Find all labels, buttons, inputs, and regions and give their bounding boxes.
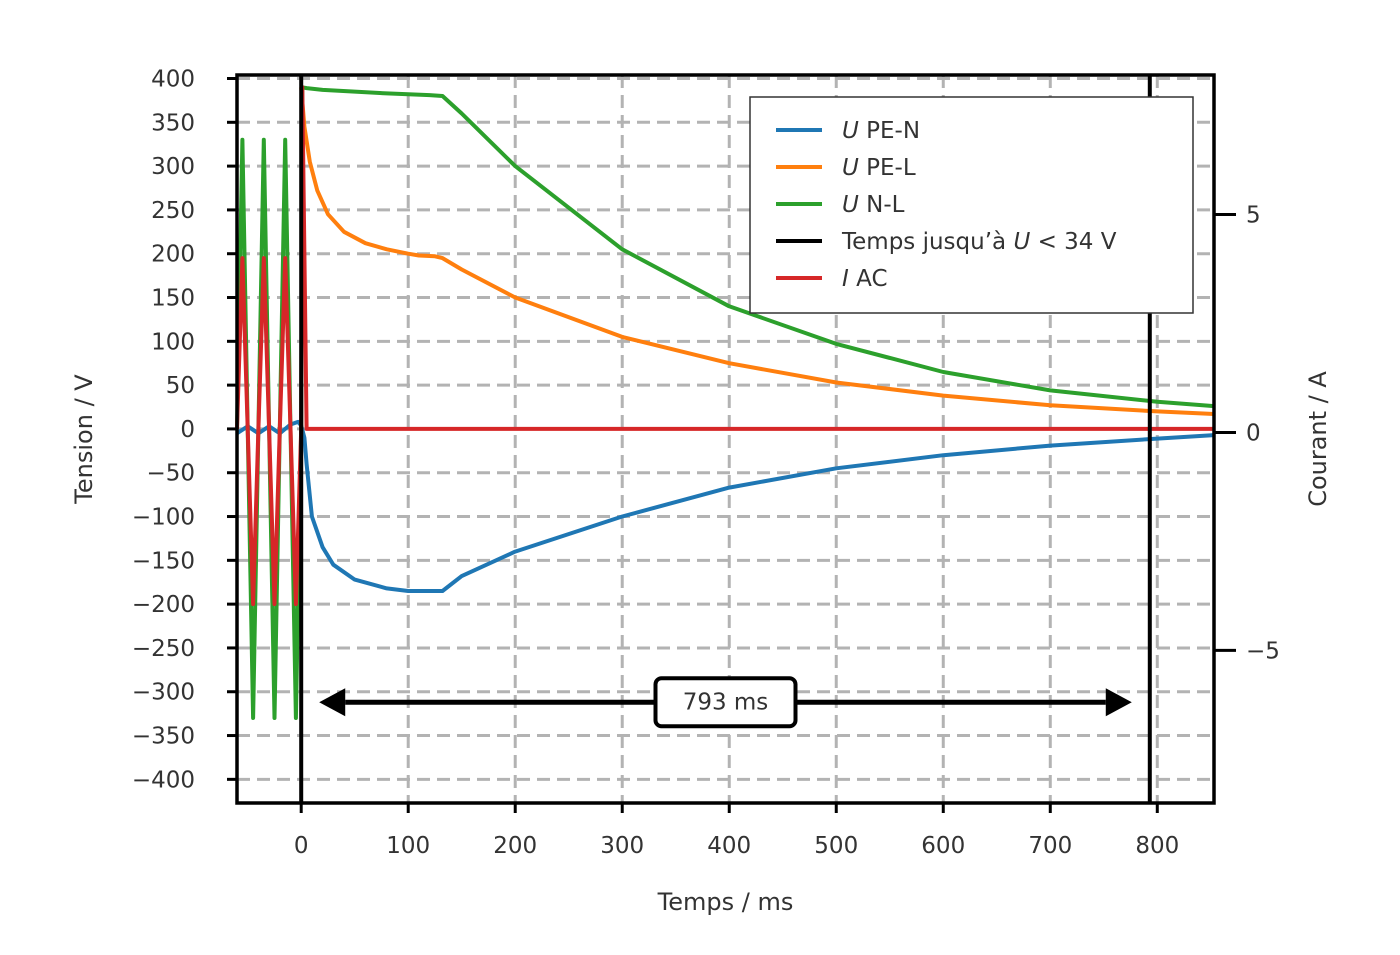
axes: 0 100 200 300 400 500 600 700 800400350300250200… <box>132 67 1280 859</box>
y-tick-label: −350 <box>132 724 195 750</box>
y-tick-label: 300 <box>151 154 195 180</box>
y-tick-label: −50 <box>146 461 195 487</box>
y-tick-label: −400 <box>132 767 195 793</box>
series-line <box>235 85 1215 720</box>
legend-label: U PE-N <box>842 118 920 144</box>
legend: U PE-N U PE-L U N-L Temps jusqu’à U < 34 V I… <box>749 96 1194 314</box>
arrow-head-right <box>1105 688 1132 717</box>
legend-label: I AC <box>842 266 888 292</box>
arrow-head-left <box>319 688 346 717</box>
x-tick-label: 800 <box>1135 833 1179 859</box>
y-tick-label: 150 <box>151 286 195 312</box>
legend-label: U PE-L <box>842 155 916 181</box>
series-line <box>235 419 1215 593</box>
legend-box <box>749 96 1194 314</box>
x-tick-label: 0 <box>294 833 309 859</box>
y-axis-title: Tension / V <box>70 374 98 505</box>
y-tick-label: 100 <box>151 329 195 355</box>
x-tick-label: 600 <box>921 833 965 859</box>
y-tick-label: 50 <box>166 373 195 399</box>
y-tick-label: −250 <box>132 636 195 662</box>
x-tick-label: 300 <box>600 833 644 859</box>
series-line <box>299 87 1215 416</box>
legend-label: U N-L <box>842 192 905 218</box>
y-tick-label: −150 <box>132 548 195 574</box>
y-tick-label: −300 <box>132 680 195 706</box>
y2-tick-label: 5 <box>1246 202 1261 228</box>
x-tick-label: 100 <box>386 833 430 859</box>
duration-annotation: 793 ms <box>319 676 1132 729</box>
x-tick-label: 500 <box>814 833 858 859</box>
y-tick-label: 250 <box>151 198 195 224</box>
y-tick-label: 350 <box>151 110 195 136</box>
y-tick-label: −200 <box>132 592 195 618</box>
y2-axis-title: Courant / A <box>1304 371 1332 507</box>
y2-tick-label: 0 <box>1246 420 1261 446</box>
x-tick-label: 400 <box>707 833 751 859</box>
y-tick-label: 400 <box>151 67 195 93</box>
duration-label: 793 ms <box>683 689 769 715</box>
y2-tick-label: −5 <box>1246 638 1280 664</box>
legend-label: Temps jusqu’à U < 34 V <box>841 229 1117 255</box>
x-tick-label: 700 <box>1028 833 1072 859</box>
duration-label-box <box>653 676 798 729</box>
x-axis-title: Temps / ms <box>657 888 794 916</box>
x-tick-label: 200 <box>493 833 537 859</box>
y-tick-label: 200 <box>151 242 195 268</box>
y-tick-label: 0 <box>180 417 195 443</box>
y-tick-label: −100 <box>132 505 195 531</box>
plot-frame <box>235 73 1216 805</box>
